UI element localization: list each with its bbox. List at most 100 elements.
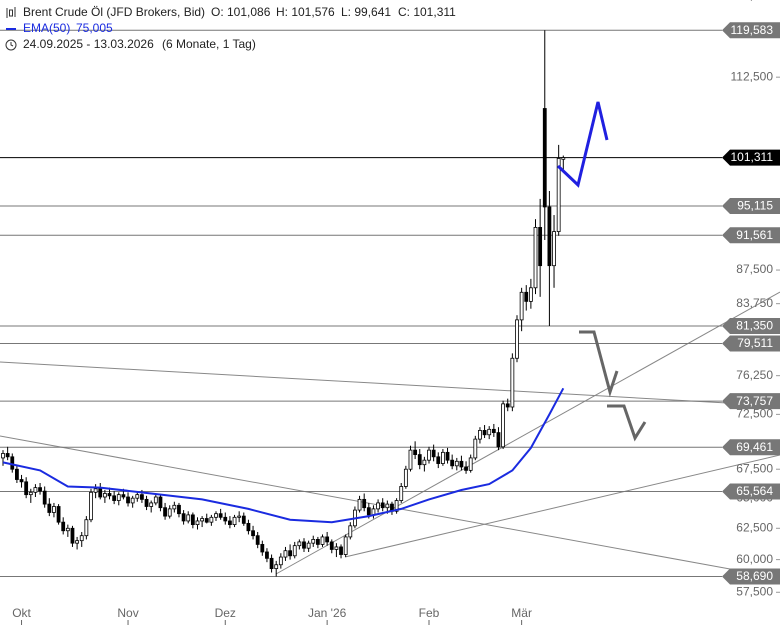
level-tag [722,317,780,334]
candle-body [153,496,158,504]
x-tick-label: Jan '26 [308,606,347,620]
candle-body [547,206,552,267]
candle-body [348,525,353,538]
candle-body [556,158,561,232]
ema-line [2,387,565,524]
candle-body [172,504,177,510]
trend-line [275,291,780,575]
candle-body [422,459,427,466]
candle-body [399,486,404,501]
period: 24.09.2025 - 13.03.2026 [23,37,154,51]
clock-hand [10,42,14,47]
y-tick-label: 67,500 [736,461,773,475]
candle-body [376,502,380,510]
open-label: O: 101,086 [211,5,271,19]
candle-body [524,291,529,302]
candle-body [297,541,302,547]
candle-body [329,541,334,550]
level-label: 91,561 [736,228,773,242]
candle-body [84,519,89,537]
candle-body [510,357,515,408]
candle-body [288,550,292,557]
y-tick-label: 125,000 [730,0,774,2]
level-label: 79,511 [737,336,773,350]
y-tick-label: 76,250 [736,368,773,382]
level-tag [722,227,780,244]
candle-body [186,514,191,522]
candle-body [343,536,348,555]
candle-body [454,460,459,467]
candle-body [33,487,38,493]
y-tick-label: 72,500 [736,407,773,421]
candle-body [218,513,223,518]
candle-body [126,496,130,504]
trend-lines [0,291,780,575]
candle-body [260,544,265,553]
candle-body [190,514,195,526]
candle-body [56,506,61,523]
y-tick-label: 112,500 [731,69,774,83]
candle-body [42,490,47,505]
level-label: 69,461 [736,440,773,454]
candle-body [339,546,343,555]
candle-body [528,287,533,302]
blue-arrow [556,101,609,188]
candle-body [52,506,56,513]
candle-body [158,496,163,509]
candle-body [246,522,251,532]
candle-body [181,513,186,522]
x-tick-label: Nov [117,606,138,620]
candle-body [362,498,367,509]
candle-body [237,515,242,518]
candle-body [274,564,279,570]
candle-body [283,550,288,558]
y-tick-label: 87,500 [736,262,773,276]
level-label: 101,311 [731,150,774,164]
candle-body [501,403,505,448]
candle-body [478,430,482,440]
trend-line [344,454,780,558]
high-label: H: 101,576 [276,5,335,19]
candle-body [241,515,246,524]
candle-body [93,488,98,493]
level-label: 73,757 [736,394,773,408]
candle-body [163,507,167,517]
y-tick-label: 83,750 [736,296,773,310]
candle-body [473,438,478,459]
candle-body [519,291,524,321]
x-tick-label: Dez [215,606,236,620]
candles [1,30,566,577]
candle-body [436,456,441,464]
candle-body [408,449,413,470]
candle-body [228,520,232,526]
candle-body [441,451,445,464]
clock-icon [5,39,17,51]
candle-body [28,491,33,496]
candle-body [47,503,52,513]
icon [6,7,16,18]
ema-value: 75,005 [76,21,113,35]
candle-body [223,516,228,522]
level-label: 81,350 [736,319,773,333]
candle-body [121,494,126,498]
candle-body [552,231,556,267]
candle-body [306,542,311,549]
candle-body [107,493,112,497]
levels [0,29,722,578]
candle-body [204,518,209,523]
candle-body [366,507,371,516]
candle-body [357,498,362,511]
candle-body [278,556,283,566]
candle-body [75,540,79,544]
candle-body [251,530,255,537]
period-note: (6 Monate, 1 Tag) [162,37,256,51]
candle-body [403,468,408,487]
candle-body [167,508,172,517]
candle-body [149,502,154,507]
candle-body [269,557,274,570]
x-tick-label: Feb [419,606,440,620]
candle-body [320,536,325,545]
level-tag [722,22,780,39]
candle-body [427,449,431,461]
